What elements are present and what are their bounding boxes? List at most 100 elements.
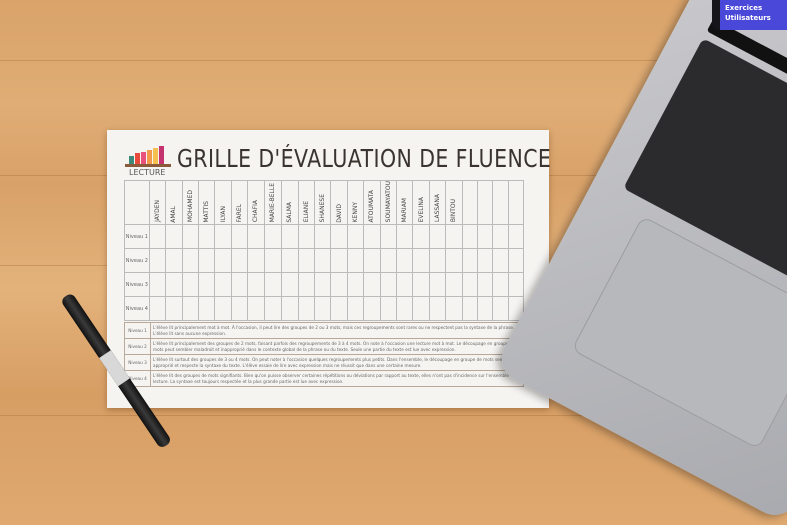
grid-cell	[412, 248, 430, 274]
grid-cell	[330, 296, 348, 322]
grid-cell	[297, 224, 315, 250]
grid-cell	[230, 224, 249, 250]
student-name: ILYAN	[219, 206, 227, 223]
fluency-sheet: LECTURE GRILLE D'ÉVALUATION DE FLUENCE J…	[107, 130, 551, 408]
row-label: Niveau 4	[124, 296, 150, 322]
screen-menu: Exercices Utilisateurs	[720, 0, 787, 30]
student-name: SHANESE	[319, 194, 327, 223]
student-name: MARIE-BELLE	[269, 183, 277, 223]
evaluation-grid: JAYDEN AMAL MOHAMED MATTIS ILYAN FAREL CHAFIA M…	[124, 179, 524, 322]
grid-cell	[313, 296, 332, 322]
grid-cell	[214, 272, 232, 298]
grid-cell	[313, 272, 332, 298]
grid-cell	[230, 296, 249, 322]
grid-cell	[330, 248, 348, 274]
grid-cell	[247, 224, 265, 250]
grid-cell	[165, 248, 183, 274]
grid-cell	[461, 224, 478, 250]
grid-cell	[297, 248, 315, 274]
grid-cell	[281, 296, 299, 322]
grid-cell	[197, 224, 216, 250]
grid-cell	[181, 224, 200, 250]
grid-cell	[346, 248, 365, 274]
student-name: DAVID	[335, 203, 343, 223]
grid-cell	[492, 296, 509, 322]
student-column-header: EVELINA	[412, 179, 430, 226]
grid-cell	[148, 272, 167, 298]
student-column-header: CHAFIA	[247, 179, 265, 226]
grid-row: Niveau 1	[124, 224, 524, 250]
level-row: Niveau 2 L'élève lit principalement des g…	[124, 338, 524, 355]
student-column-header	[476, 179, 494, 226]
grid-cell	[379, 248, 397, 274]
grid-cell	[507, 296, 524, 322]
grid-cell	[197, 296, 216, 322]
grid-cell	[395, 296, 414, 322]
grid-cell	[263, 296, 283, 322]
grid-cell	[412, 224, 430, 250]
grid-cell	[428, 224, 447, 250]
student-column-header: LASSANA	[428, 179, 447, 226]
grid-cell	[297, 272, 315, 298]
grid-cell	[247, 296, 265, 322]
grid-cell	[379, 224, 397, 250]
student-column-header: JAYDEN	[148, 179, 167, 226]
grid-cell	[297, 296, 315, 322]
student-name: SOUMAYATOU	[384, 181, 392, 223]
student-name: JAYDEN	[153, 200, 161, 223]
student-column-header: MATTIS	[197, 179, 216, 226]
level-row: Niveau 4 L'élève lit des groupes de mots …	[124, 370, 524, 387]
grid-cell	[476, 248, 494, 274]
grid-cell	[346, 224, 365, 250]
student-column-header	[492, 179, 509, 226]
student-name: MARIAM	[401, 197, 409, 223]
student-column-header: BINTOU	[445, 179, 463, 226]
level-description: L'élève lit surtout des groupes de 3 ou …	[150, 354, 524, 371]
student-column-header: DAVID	[330, 179, 348, 226]
grid-row: Niveau 3	[124, 272, 524, 298]
grid-cell	[346, 296, 365, 322]
grid-cell	[330, 224, 348, 250]
grid-cell	[363, 272, 381, 298]
grid-cell	[281, 272, 299, 298]
student-name: BINTOU	[450, 199, 458, 223]
student-column-header: ILYAN	[214, 179, 232, 226]
level-descriptions: Niveau 1 L'élève lit principalement mot à…	[124, 322, 524, 387]
level-row: Niveau 1 L'élève lit principalement mot à…	[124, 322, 524, 339]
grid-cell	[346, 272, 365, 298]
grid-cell	[263, 272, 283, 298]
grid-cell	[461, 272, 478, 298]
grid-row: Niveau 4	[124, 296, 524, 322]
laptop-screen: Exercices Utilisateurs	[712, 0, 787, 30]
level-description: L'élève lit des groupes de mots signifia…	[150, 370, 524, 387]
grid-cell	[165, 224, 183, 250]
grid-cell	[247, 272, 265, 298]
level-label: Niveau 1	[124, 322, 151, 339]
student-column-header: MOHAMED	[181, 179, 200, 226]
grid-cell	[165, 272, 183, 298]
logo-text: LECTURE	[129, 168, 166, 177]
grid-cell	[492, 224, 509, 250]
student-name: FAREL	[236, 204, 244, 223]
grid-cell	[428, 248, 447, 274]
level-description: L'élève lit principalement des groupes d…	[150, 338, 524, 355]
student-name: AMAL	[170, 205, 178, 223]
grid-cell	[476, 296, 494, 322]
grid-cell	[313, 248, 332, 274]
grid-cell	[148, 224, 167, 250]
grid-cell	[165, 296, 183, 322]
level-label: Niveau 2	[124, 338, 151, 355]
grid-cell	[379, 296, 397, 322]
grid-cell	[507, 224, 524, 250]
grid-cell	[461, 248, 478, 274]
grid-cell	[181, 272, 200, 298]
student-column-header: SOUMAYATOU	[379, 179, 397, 226]
grid-cell	[412, 272, 430, 298]
student-column-header: KENNY	[346, 179, 365, 226]
grid-cell	[281, 248, 299, 274]
grid-cell	[476, 224, 494, 250]
student-column-header: SALMA	[281, 179, 299, 226]
screen-menu-item: Utilisateurs	[725, 14, 771, 22]
screen-menu-item: Exercices	[725, 4, 763, 12]
grid-cell	[507, 272, 524, 298]
